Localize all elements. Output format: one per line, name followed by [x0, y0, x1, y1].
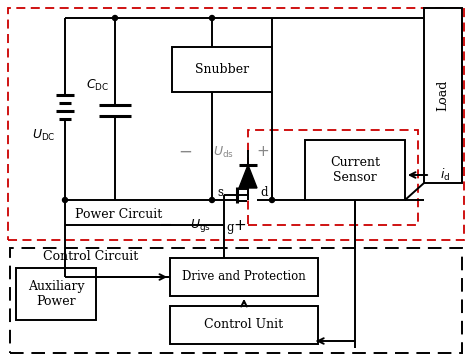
Bar: [170, 306, 318, 344]
Text: $U_\mathrm{ds}$: $U_\mathrm{ds}$: [212, 144, 234, 160]
Circle shape: [270, 197, 274, 203]
Text: Control Circuit: Control Circuit: [43, 249, 138, 262]
Text: −: −: [178, 143, 192, 161]
Text: Load: Load: [437, 80, 449, 111]
Polygon shape: [239, 165, 257, 188]
Bar: [10, 248, 462, 353]
Bar: [248, 130, 418, 225]
Text: +: +: [234, 217, 246, 232]
Text: s: s: [217, 186, 223, 199]
Text: Power Circuit: Power Circuit: [75, 209, 162, 222]
Circle shape: [210, 16, 215, 21]
Text: $U_\mathrm{DC}$: $U_\mathrm{DC}$: [32, 127, 56, 143]
Text: $i_\mathrm{d}$: $i_\mathrm{d}$: [440, 167, 450, 183]
Bar: [424, 8, 462, 183]
Text: −: −: [158, 216, 172, 234]
Circle shape: [112, 16, 118, 21]
Text: Snubber: Snubber: [195, 63, 249, 76]
Text: $U_\mathrm{gs}$: $U_\mathrm{gs}$: [190, 217, 210, 234]
Text: d: d: [260, 186, 268, 199]
Text: +: +: [256, 144, 269, 160]
Text: Auxiliary
Power: Auxiliary Power: [27, 280, 84, 308]
Circle shape: [63, 197, 67, 203]
Text: Drive and Protection: Drive and Protection: [182, 270, 306, 283]
Circle shape: [210, 197, 215, 203]
Text: $C_\mathrm{DC}$: $C_\mathrm{DC}$: [86, 78, 109, 92]
Bar: [16, 268, 96, 320]
Text: Control Unit: Control Unit: [204, 318, 283, 331]
Text: Current
Sensor: Current Sensor: [330, 156, 380, 184]
Text: g: g: [226, 222, 234, 235]
Bar: [170, 258, 318, 296]
Bar: [172, 47, 272, 92]
Bar: [305, 140, 405, 200]
Bar: [8, 8, 464, 240]
